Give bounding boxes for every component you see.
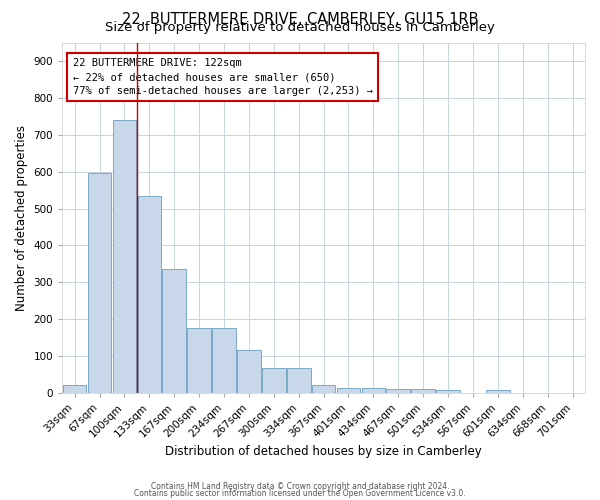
Bar <box>187 328 211 393</box>
Bar <box>137 196 161 393</box>
X-axis label: Distribution of detached houses by size in Camberley: Distribution of detached houses by size … <box>165 444 482 458</box>
Bar <box>312 385 335 393</box>
Bar <box>337 388 361 393</box>
Bar <box>386 390 410 393</box>
Bar <box>436 390 460 393</box>
Bar <box>287 368 311 393</box>
Bar <box>113 120 136 393</box>
Text: 22 BUTTERMERE DRIVE: 122sqm
← 22% of detached houses are smaller (650)
77% of se: 22 BUTTERMERE DRIVE: 122sqm ← 22% of det… <box>73 58 373 96</box>
Bar <box>63 385 86 393</box>
Text: 22, BUTTERMERE DRIVE, CAMBERLEY, GU15 1RB: 22, BUTTERMERE DRIVE, CAMBERLEY, GU15 1R… <box>122 12 478 26</box>
Bar <box>237 350 261 393</box>
Text: Size of property relative to detached houses in Camberley: Size of property relative to detached ho… <box>105 22 495 35</box>
Bar <box>362 388 385 393</box>
Bar <box>412 390 435 393</box>
Bar <box>486 390 509 393</box>
Bar <box>163 270 186 393</box>
Text: Contains public sector information licensed under the Open Government Licence v3: Contains public sector information licen… <box>134 488 466 498</box>
Bar <box>88 174 112 393</box>
Bar <box>212 328 236 393</box>
Y-axis label: Number of detached properties: Number of detached properties <box>15 125 28 311</box>
Text: Contains HM Land Registry data © Crown copyright and database right 2024.: Contains HM Land Registry data © Crown c… <box>151 482 449 491</box>
Bar <box>262 368 286 393</box>
